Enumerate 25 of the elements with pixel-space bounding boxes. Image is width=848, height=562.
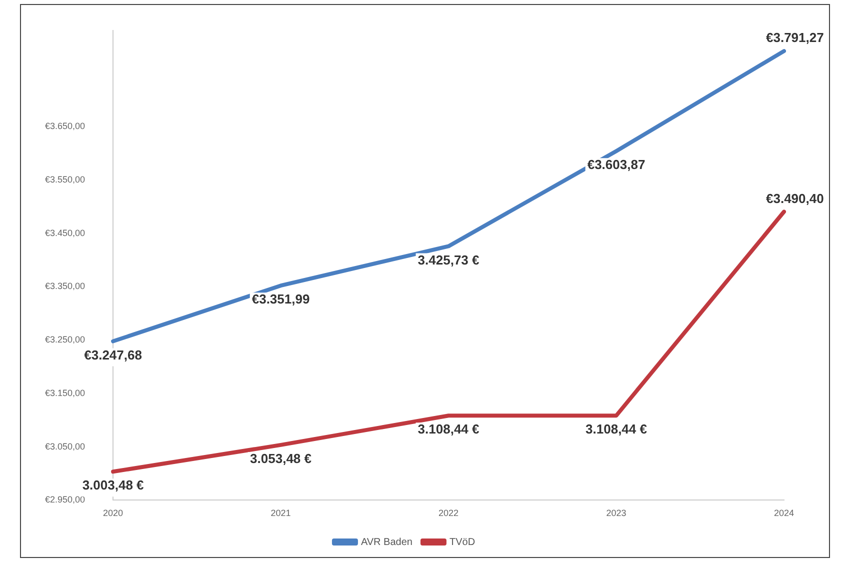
y-tick-label: €3.550,00 — [44, 174, 86, 184]
data-label: 3.108,44 € — [586, 422, 647, 437]
data-label: €3.247,68 — [84, 347, 142, 362]
y-tick-label: €3.450,00 — [44, 228, 86, 238]
data-label: 3.108,44 € — [418, 422, 480, 437]
data-label: €3.791,27 — [766, 30, 824, 46]
x-tick-label: 2023 — [606, 508, 626, 518]
data-label: 3.003,48 € — [82, 478, 144, 493]
y-tick-label: €3.250,00 — [44, 334, 86, 345]
x-tick-label: 2024 — [774, 508, 794, 518]
y-tick-label: €3.150,00 — [44, 388, 86, 398]
x-tick-label: 2020 — [103, 508, 124, 518]
y-tick-label: €3.350,00 — [44, 281, 86, 292]
data-label: 3.425,73 € — [418, 252, 480, 268]
x-tick-label: 2021 — [270, 508, 291, 518]
y-tick-label: €2.950,00 — [44, 494, 86, 505]
data-label: €3.603,87 — [587, 157, 646, 172]
data-label: €3.351,99 — [252, 292, 310, 307]
data-label: 3.053,48 € — [250, 451, 312, 466]
y-tick-label: €3.050,00 — [44, 441, 86, 452]
data-label: €3.490,40 — [766, 190, 824, 206]
legend-label: TVöD — [449, 536, 476, 548]
x-tick-label: 2022 — [438, 508, 459, 518]
y-tick-label: €3.650,00 — [44, 120, 86, 131]
legend-label: AVR Baden — [360, 536, 412, 548]
